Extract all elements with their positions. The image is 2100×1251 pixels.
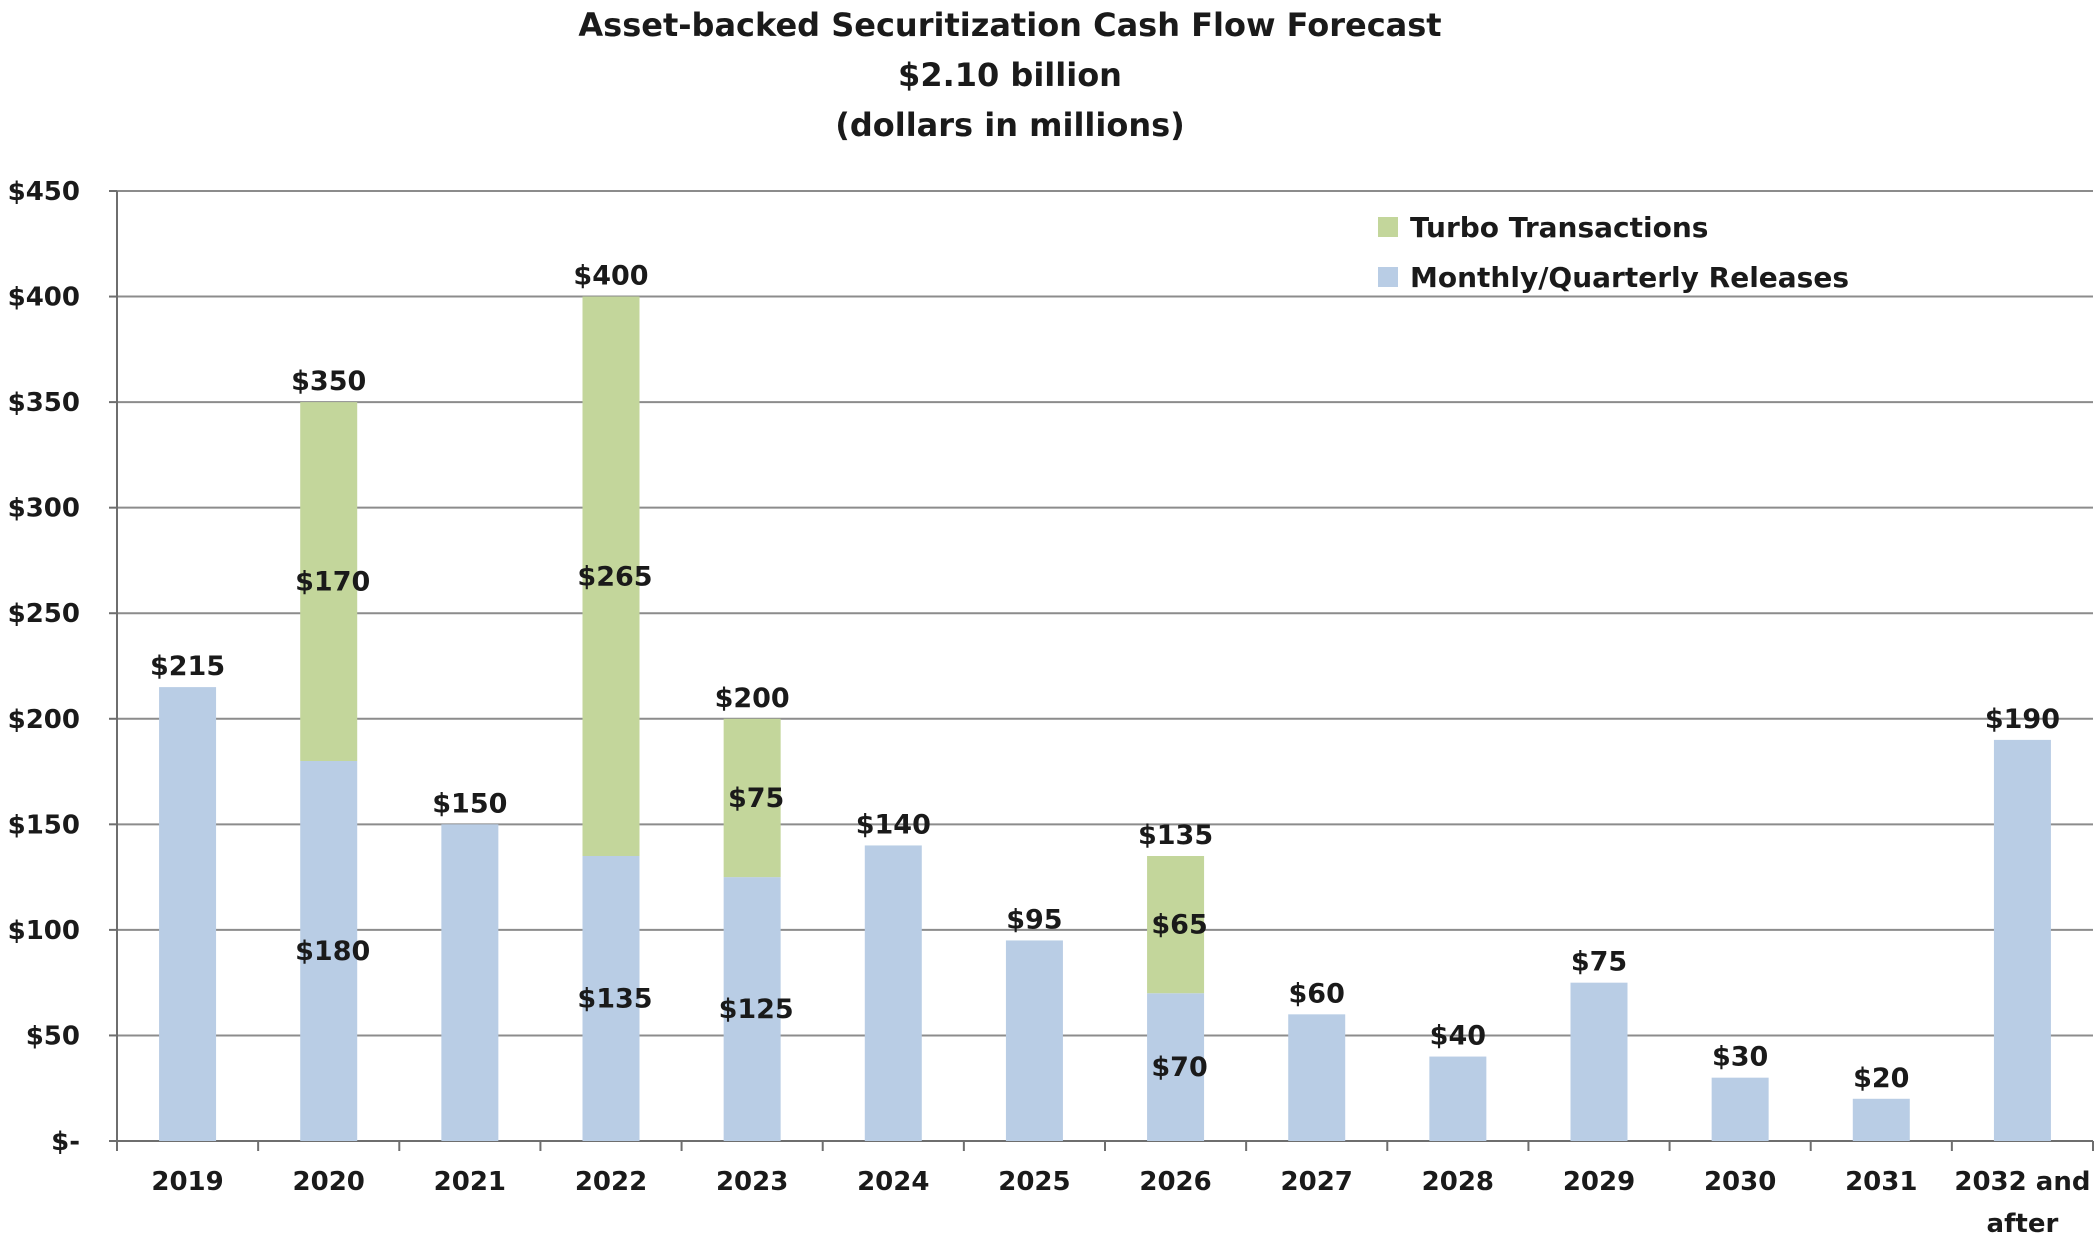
y-tick-label: $400 [8, 283, 80, 313]
y-tick-label: $350 [8, 388, 80, 418]
data-label-total: $150 [432, 788, 507, 819]
y-tick-label: $300 [8, 494, 80, 524]
legend-swatch [1378, 267, 1398, 287]
data-label-total: $350 [291, 366, 366, 397]
bar-turbo [582, 296, 640, 856]
x-tick-label: 2027 [1281, 1167, 1353, 1197]
data-label-monthly-quarterly: $125 [719, 994, 794, 1025]
data-label-total: $135 [1138, 820, 1213, 851]
data-label-total: $30 [1712, 1042, 1768, 1073]
bar-monthly-quarterly [1852, 1098, 1910, 1141]
x-tick-label: after [1987, 1209, 2059, 1239]
data-label-monthly-quarterly: $180 [295, 936, 370, 967]
data-label-turbo: $65 [1151, 910, 1207, 941]
x-tick-label: 2028 [1422, 1167, 1494, 1197]
x-tick-label: 2022 [575, 1167, 647, 1197]
x-tick-label: 2024 [857, 1167, 929, 1197]
data-label-total: $200 [715, 683, 790, 714]
x-tick-label: 2029 [1563, 1167, 1635, 1197]
y-tick-label: $150 [8, 810, 80, 840]
y-tick-label: $450 [8, 177, 80, 207]
bar-monthly-quarterly [300, 761, 358, 1141]
data-label-monthly-quarterly: $70 [1151, 1052, 1207, 1083]
x-tick-label: 2026 [1139, 1167, 1211, 1197]
chart-subtitle-total: $2.10 billion [898, 56, 1122, 94]
data-label-total: $215 [150, 651, 225, 682]
bar-turbo [300, 402, 358, 761]
bar-monthly-quarterly [1570, 982, 1628, 1141]
x-tick-label: 2019 [151, 1167, 223, 1197]
bar-turbo [723, 718, 781, 878]
data-label-total: $400 [573, 261, 648, 292]
bar-monthly-quarterly [1147, 993, 1205, 1141]
legend-label: Monthly/Quarterly Releases [1410, 261, 1849, 294]
y-tick-label: $- [51, 1127, 80, 1157]
chart-title: Asset-backed Securitization Cash Flow Fo… [0, 0, 2020, 150]
x-tick-label: 2020 [293, 1167, 365, 1197]
bar-monthly-quarterly [864, 845, 922, 1141]
bar-monthly-quarterly [582, 856, 640, 1141]
data-label-total: $75 [1571, 947, 1627, 978]
legend-swatch [1378, 217, 1398, 237]
x-tick-label: 2021 [434, 1167, 506, 1197]
y-tick-label: $100 [8, 916, 80, 946]
data-label-total: $95 [1006, 904, 1062, 935]
bar-monthly-quarterly [441, 824, 499, 1141]
chart-title-main: Asset-backed Securitization Cash Flow Fo… [578, 6, 1442, 44]
bar-monthly-quarterly [1005, 940, 1063, 1141]
data-label-total: $190 [1985, 704, 2060, 735]
bar-monthly-quarterly [1429, 1056, 1487, 1141]
bar-turbo [1147, 856, 1205, 994]
data-label-monthly-quarterly: $135 [577, 984, 652, 1015]
x-tick-label: 2031 [1845, 1167, 1917, 1197]
data-label-total: $140 [856, 809, 931, 840]
bar-monthly-quarterly [723, 877, 781, 1141]
data-label-total: $40 [1430, 1021, 1486, 1052]
bar-monthly-quarterly [1711, 1077, 1769, 1141]
y-tick-label: $50 [26, 1021, 80, 1051]
chart-subtitle-units: (dollars in millions) [835, 106, 1185, 144]
legend-label: Turbo Transactions [1410, 211, 1708, 244]
bar-monthly-quarterly [159, 687, 217, 1141]
data-label-turbo: $75 [728, 783, 784, 814]
data-label-turbo: $170 [295, 567, 370, 598]
bar-monthly-quarterly [1993, 739, 2051, 1141]
y-tick-label: $250 [8, 599, 80, 629]
x-tick-label: 2023 [716, 1167, 788, 1197]
bar-monthly-quarterly [1288, 1014, 1346, 1141]
data-label-total: $60 [1289, 978, 1345, 1009]
x-tick-label: 2030 [1704, 1167, 1776, 1197]
data-label-total: $20 [1853, 1063, 1909, 1094]
y-tick-label: $200 [8, 705, 80, 735]
x-tick-label: 2032 and [1954, 1167, 2090, 1197]
x-tick-label: 2025 [998, 1167, 1070, 1197]
data-label-turbo: $265 [577, 561, 652, 592]
